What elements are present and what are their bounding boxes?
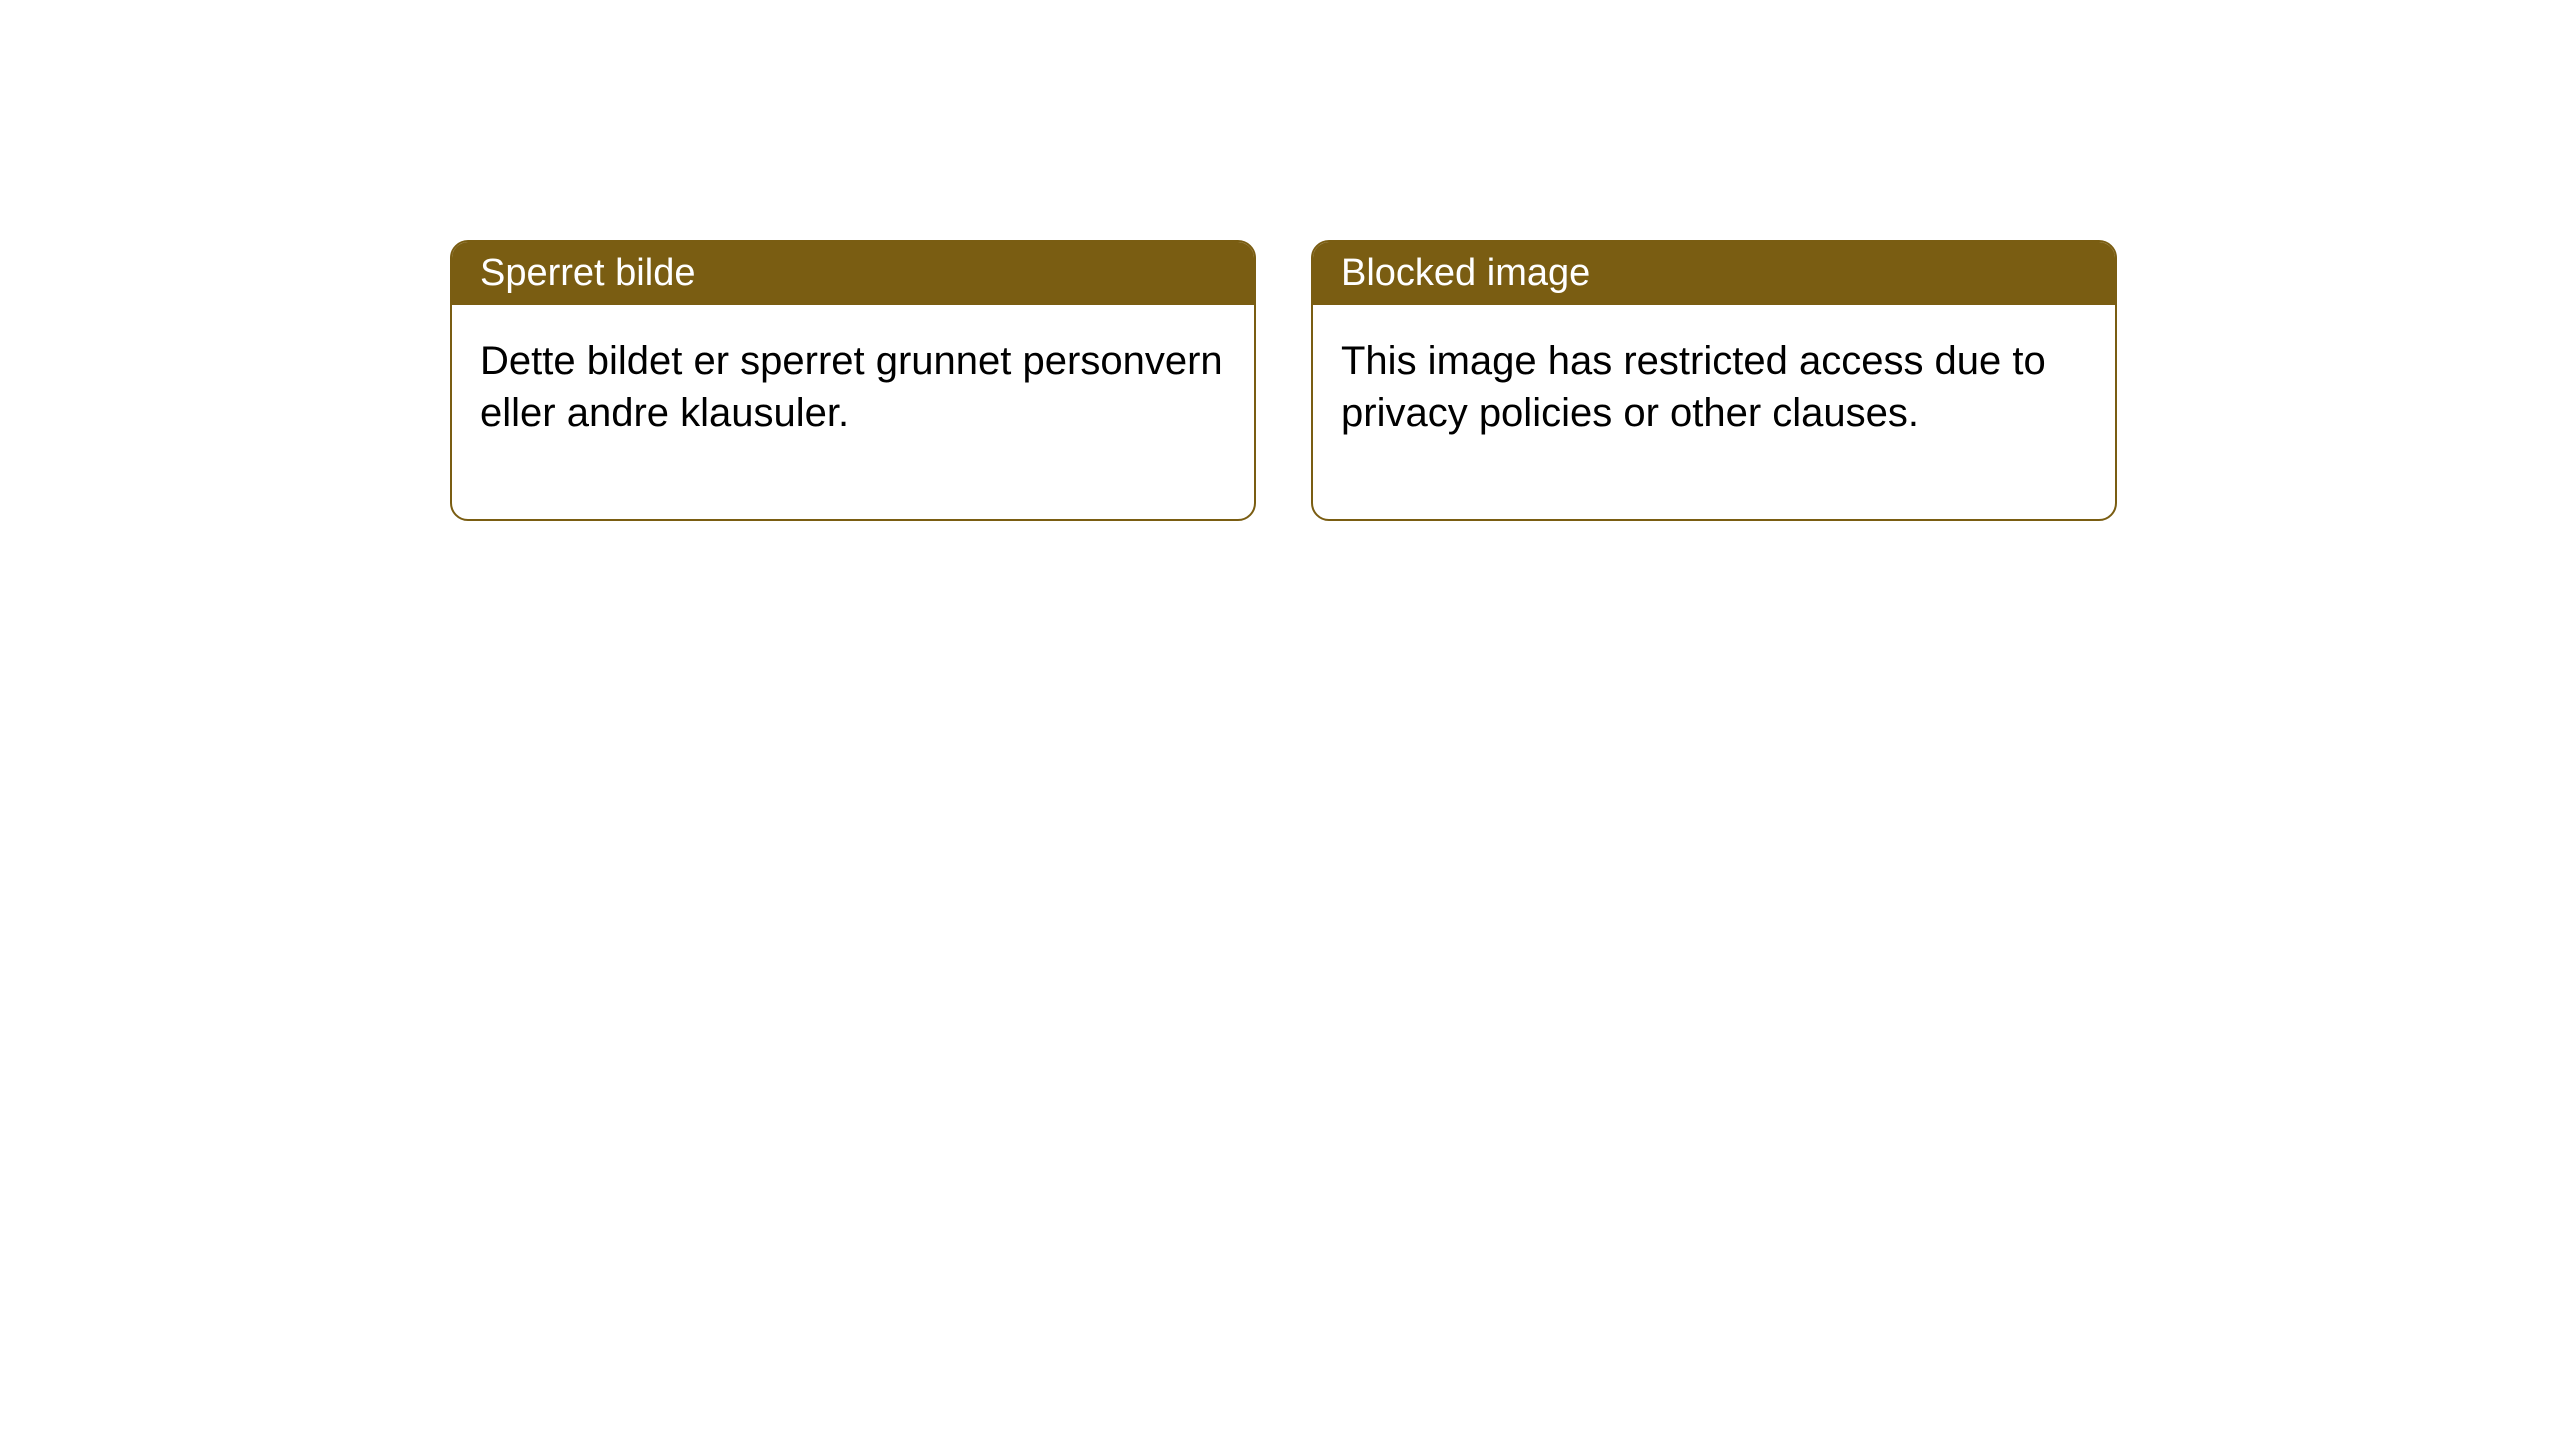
notice-message: This image has restricted access due to … <box>1341 339 2046 435</box>
notice-card-norwegian: Sperret bilde Dette bildet er sperret gr… <box>450 240 1256 521</box>
notice-cards-container: Sperret bilde Dette bildet er sperret gr… <box>450 240 2117 521</box>
notice-header-norwegian: Sperret bilde <box>452 242 1254 305</box>
notice-title: Sperret bilde <box>480 252 695 294</box>
notice-header-english: Blocked image <box>1313 242 2115 305</box>
notice-message: Dette bildet er sperret grunnet personve… <box>480 339 1223 435</box>
notice-body-english: This image has restricted access due to … <box>1313 305 2115 519</box>
notice-body-norwegian: Dette bildet er sperret grunnet personve… <box>452 305 1254 519</box>
notice-card-english: Blocked image This image has restricted … <box>1311 240 2117 521</box>
notice-title: Blocked image <box>1341 252 1590 294</box>
